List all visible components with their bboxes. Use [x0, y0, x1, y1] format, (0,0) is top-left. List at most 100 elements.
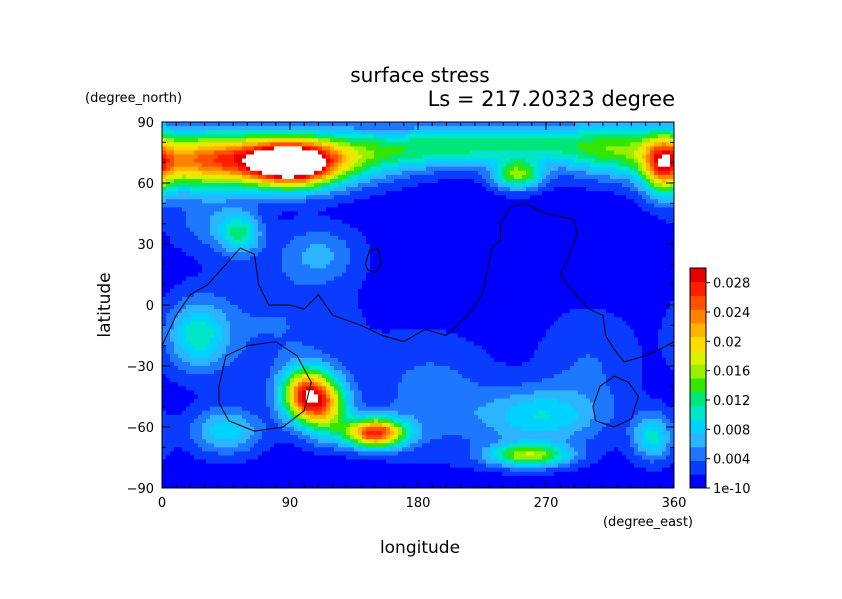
field-cell	[194, 235, 199, 241]
field-cell	[206, 248, 211, 253]
field-cell	[494, 130, 499, 135]
field-cell	[198, 174, 203, 180]
field-cell	[398, 215, 403, 221]
field-cell	[410, 248, 415, 253]
field-cell	[402, 122, 407, 127]
field-cell	[342, 235, 347, 241]
field-cell	[326, 150, 331, 156]
field-cell	[390, 207, 395, 213]
field-cell	[594, 130, 599, 135]
field-cell	[182, 244, 187, 249]
field-cell	[386, 248, 391, 253]
field-cell	[554, 191, 559, 196]
field-cell	[418, 264, 423, 269]
field-cell	[342, 276, 347, 282]
field-cell	[622, 187, 627, 192]
field-cell	[642, 191, 647, 196]
field-cell	[214, 207, 219, 213]
field-cell	[226, 178, 231, 184]
field-cell	[490, 150, 495, 156]
field-cell	[298, 158, 303, 164]
field-cell	[458, 227, 463, 233]
field-cell	[346, 126, 351, 131]
field-cell	[482, 130, 487, 135]
field-cell	[594, 142, 599, 147]
field-cell	[406, 203, 411, 208]
field-cell	[250, 130, 255, 135]
field-cell	[370, 248, 375, 253]
field-cell	[338, 211, 343, 217]
field-cell	[406, 134, 411, 139]
field-cell	[218, 239, 223, 245]
field-cell	[338, 272, 343, 278]
field-cell	[506, 130, 511, 135]
field-cell	[222, 170, 227, 176]
field-cell	[666, 122, 671, 127]
field-cell	[294, 122, 299, 127]
field-cell	[362, 158, 367, 164]
field-cell	[574, 260, 579, 265]
field-cell	[554, 150, 559, 156]
field-cell	[306, 174, 311, 180]
field-cell	[414, 183, 419, 188]
field-cell	[666, 195, 671, 200]
field-cell	[450, 174, 455, 180]
field-cell	[558, 166, 563, 172]
field-cell	[226, 191, 231, 196]
field-cell	[342, 223, 347, 229]
field-cell	[662, 211, 667, 217]
field-cell	[214, 130, 219, 135]
field-cell	[226, 162, 231, 168]
field-cell	[318, 138, 323, 143]
field-cell	[586, 211, 591, 217]
field-cell	[646, 256, 651, 261]
field-cell	[186, 158, 191, 164]
field-cell	[606, 235, 611, 241]
field-cell	[234, 158, 239, 164]
field-cell	[422, 142, 427, 147]
field-cell	[174, 260, 179, 265]
field-cell	[238, 272, 243, 278]
field-cell	[670, 211, 674, 217]
field-cell	[178, 215, 183, 221]
field-cell	[410, 199, 415, 204]
field-cell	[622, 244, 627, 249]
field-cell	[562, 166, 567, 172]
field-cell	[318, 223, 323, 229]
field-cell	[538, 154, 543, 160]
field-cell	[422, 199, 427, 204]
field-cell	[574, 203, 579, 208]
field-cell	[454, 174, 459, 180]
field-cell	[402, 170, 407, 176]
field-cell	[514, 178, 519, 184]
field-cell	[230, 203, 235, 208]
field-cell	[242, 207, 247, 213]
field-cell	[470, 154, 475, 160]
field-cell	[210, 142, 215, 147]
field-cell	[422, 126, 427, 131]
field-cell	[642, 256, 647, 261]
field-cell	[326, 260, 331, 265]
field-cell	[294, 150, 299, 156]
field-cell	[214, 191, 219, 196]
field-cell	[550, 219, 555, 225]
field-cell	[654, 260, 659, 265]
field-cell	[446, 183, 451, 188]
field-cell	[630, 166, 635, 172]
field-cell	[278, 215, 283, 221]
field-cell	[330, 178, 335, 184]
field-cell	[574, 178, 579, 184]
field-cell	[214, 223, 219, 229]
field-cell	[222, 252, 227, 257]
field-cell	[274, 126, 279, 131]
field-cell	[322, 264, 327, 269]
field-cell	[530, 223, 535, 229]
field-cell	[262, 178, 267, 184]
field-cell	[590, 223, 595, 229]
field-cell	[450, 158, 455, 164]
field-cell	[506, 211, 511, 217]
field-cell	[554, 260, 559, 265]
field-cell	[618, 248, 623, 253]
field-cell	[298, 174, 303, 180]
field-cell	[462, 227, 467, 233]
